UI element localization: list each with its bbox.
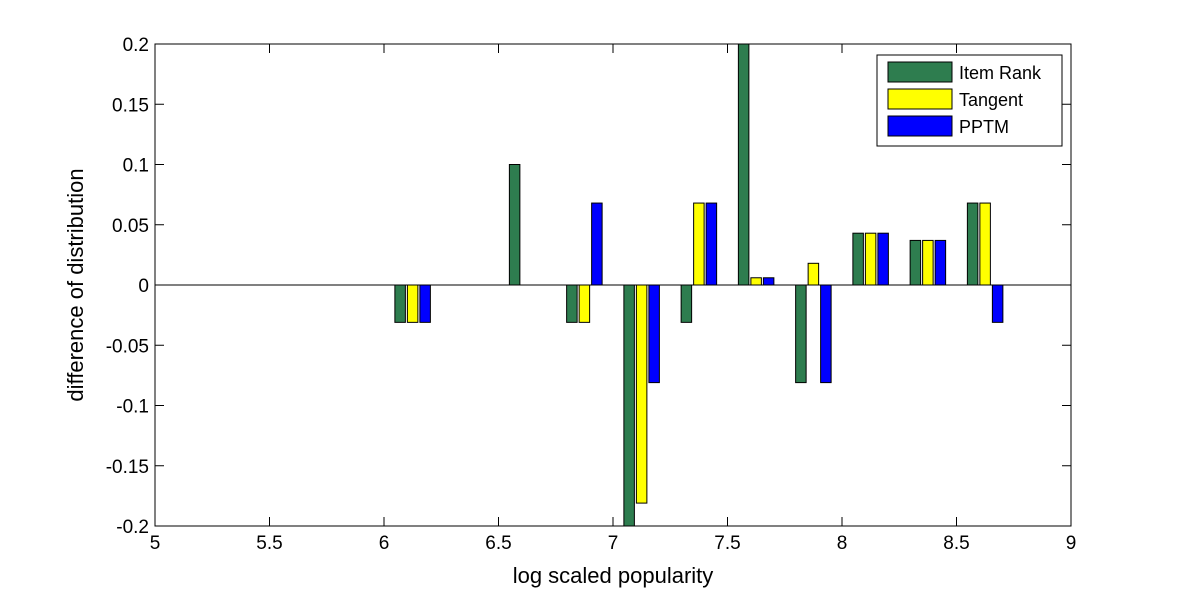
- bar-item-rank-2: [566, 284, 578, 323]
- bar-pptm-8: [934, 239, 947, 286]
- y-tick-label: -0.15: [106, 457, 149, 478]
- x-tick-label: 7: [608, 533, 619, 554]
- legend-swatch: [887, 61, 953, 83]
- x-axis-label: log scaled popularity: [513, 563, 714, 588]
- bars-group: [394, 44, 1004, 526]
- bar-tangent-0: [406, 284, 419, 323]
- bar-item-rank-4: [680, 284, 693, 323]
- bar-tangent-3: [635, 284, 648, 504]
- bar-item-rank-0: [394, 284, 406, 323]
- x-tick-label: 7.5: [714, 533, 740, 554]
- bar-pptm-7: [877, 232, 889, 286]
- bar-item-rank-6: [795, 284, 807, 384]
- x-tick-label: 8: [837, 533, 848, 554]
- x-tick-label: 8.5: [943, 533, 969, 554]
- legend-label: Item Rank: [959, 63, 1042, 83]
- y-axis: 0.2 0.15 0.1 0.05 0 -0.05 -0.1 -0.15 -0.2: [106, 35, 1071, 538]
- bar-item-rank-7: [852, 232, 864, 286]
- y-tick-label: -0.2: [116, 517, 149, 538]
- x-tick-label: 6.5: [485, 533, 511, 554]
- bar-pptm-9: [991, 284, 1004, 323]
- bar-pptm-2: [591, 202, 603, 286]
- y-tick-label: -0.05: [106, 336, 149, 357]
- x-tick-label: 6: [379, 533, 390, 554]
- y-tick-label: 0: [138, 276, 149, 297]
- x-axis: 5 5.5 6 6.5 7 7.5 8 8.5 9: [150, 44, 1077, 554]
- legend-label: PPTM: [959, 117, 1009, 137]
- bar-item-rank-5: [737, 44, 750, 286]
- y-tick-label: 0.15: [112, 95, 149, 116]
- y-tick-label: 0.1: [123, 156, 149, 177]
- bar-tangent-5: [750, 277, 762, 286]
- legend-swatch: [887, 88, 953, 110]
- bar-item-rank-8: [909, 239, 922, 286]
- bar-pptm-6: [820, 284, 832, 384]
- x-tick-label: 5: [150, 533, 161, 554]
- bar-item-rank-1: [508, 164, 521, 286]
- bar-item-rank-3: [623, 284, 635, 526]
- legend-swatch: [887, 115, 953, 137]
- bar-pptm-4: [705, 202, 718, 286]
- bar-item-rank-9: [966, 202, 979, 286]
- bar-tangent-9: [979, 202, 991, 286]
- bar-pptm-3: [648, 284, 660, 384]
- bar-pptm-5: [762, 277, 775, 286]
- bar-tangent-2: [578, 284, 591, 323]
- y-tick-label: 0.05: [112, 216, 149, 237]
- bar-tangent-6: [807, 262, 820, 286]
- legend: Item Rank Tangent PPTM: [876, 54, 1063, 147]
- bar-tangent-8: [922, 239, 934, 286]
- y-tick-label: 0.2: [123, 35, 149, 56]
- legend-label: Tangent: [959, 90, 1023, 110]
- y-tick-label: -0.1: [116, 397, 149, 418]
- x-tick-label: 9: [1066, 533, 1077, 554]
- bar-tangent-4: [693, 202, 705, 286]
- y-axis-label: difference of distribution: [63, 168, 88, 401]
- bar-pptm-0: [419, 284, 431, 323]
- x-tick-label: 5.5: [256, 533, 282, 554]
- bar-tangent-7: [864, 232, 877, 286]
